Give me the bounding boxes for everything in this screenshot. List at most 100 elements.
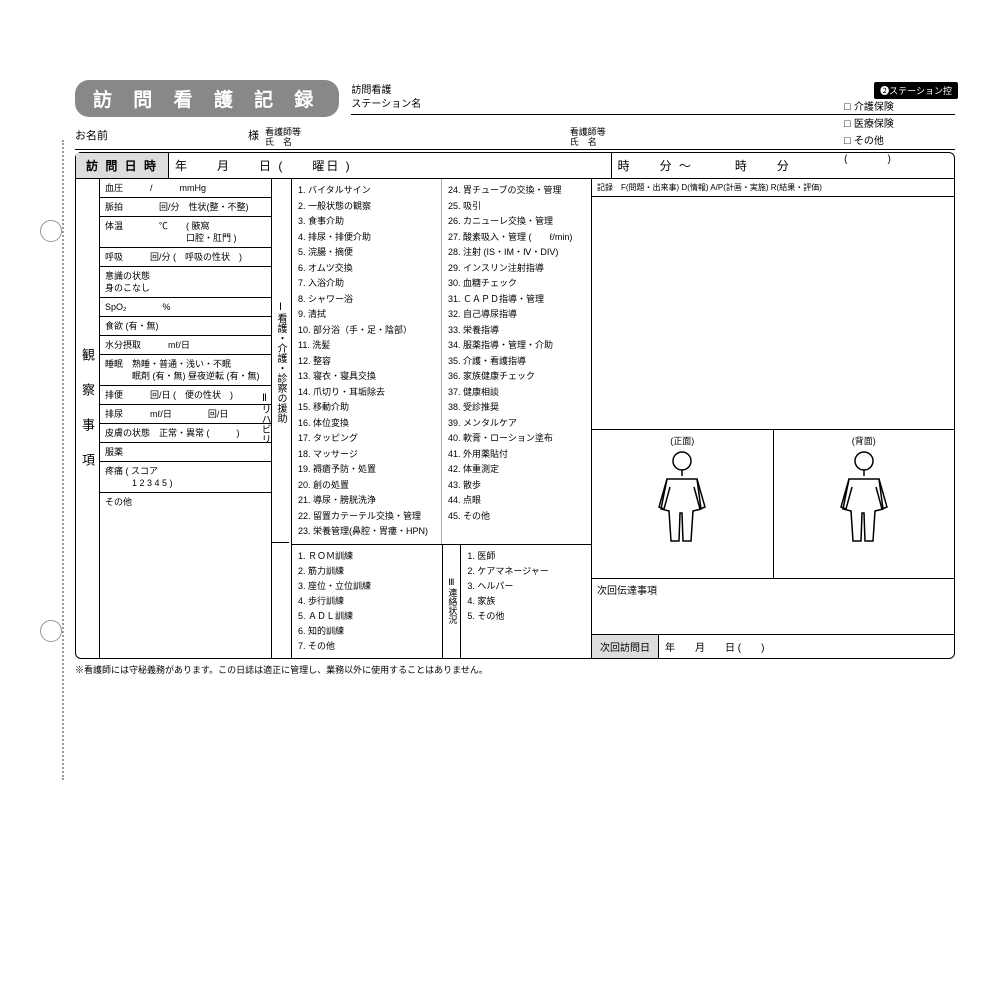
next-message[interactable]: 次回伝達事項 — [592, 579, 954, 635]
list-item[interactable]: 2. ケアマネージャー — [467, 564, 585, 579]
list-item[interactable]: 17. タッピング — [298, 431, 435, 447]
list-item[interactable]: 14. 爪切り・耳垢除去 — [298, 385, 435, 401]
list-item[interactable]: 27. 酸素吸入・管理 ( ℓ/min) — [448, 230, 585, 246]
list-item[interactable]: 5. ＡＤＬ訓練 — [298, 609, 436, 624]
list-item[interactable]: 6. 知的訓練 — [298, 624, 436, 639]
observation-row[interactable]: 脈拍 回/分 性状(整・不整) — [100, 198, 271, 217]
insurance-option[interactable]: 介護保険 — [844, 99, 958, 116]
list-item[interactable]: 36. 家族健康チェック — [448, 369, 585, 385]
care-column: 1. バイタルサイン2. 一般状態の観察3. 食事介助4. 排尿・排便介助5. … — [292, 179, 592, 658]
list-item[interactable]: 11. 洗髪 — [298, 338, 435, 354]
copy-badge: ❷ステーション控 — [874, 82, 958, 99]
list-item[interactable]: 13. 寝衣・寝具交換 — [298, 369, 435, 385]
observation-row[interactable]: 睡眠 熟睡・普通・浅い・不眠 眠剤 (有・無) 昼夜逆転 (有・無) — [100, 355, 271, 386]
observation-section-label: 観察事項 — [76, 179, 100, 658]
list-item[interactable]: 2. 筋力訓練 — [298, 564, 436, 579]
list-item[interactable]: 42. 体重測定 — [448, 462, 585, 478]
observation-row[interactable]: SpO₂ % — [100, 298, 271, 317]
list-item[interactable]: 26. カニューレ交換・管理 — [448, 214, 585, 230]
list-item[interactable]: 22. 留置カテーテル交換・管理 — [298, 509, 435, 525]
list-item[interactable]: 8. シャワー浴 — [298, 292, 435, 308]
list-item[interactable]: 32. 自己導尿指導 — [448, 307, 585, 323]
observation-row[interactable]: 服薬 — [100, 443, 271, 462]
list-item[interactable]: 10. 部分浴（手・足・陰部） — [298, 323, 435, 339]
body-front-caption: (正面) — [596, 434, 769, 447]
list-item[interactable]: 34. 服薬指導・管理・介助 — [448, 338, 585, 354]
list-item[interactable]: 37. 健康相談 — [448, 385, 585, 401]
list-item[interactable]: 6. オムツ交換 — [298, 261, 435, 277]
observation-row[interactable]: 食欲 (有・無) — [100, 317, 271, 336]
list-item[interactable]: 29. インスリン注射指導 — [448, 261, 585, 277]
list-item[interactable]: 3. 食事介助 — [298, 214, 435, 230]
next-visit-date[interactable]: 年 月 日 ( ) — [659, 635, 954, 658]
list-item[interactable]: 4. 歩行訓練 — [298, 594, 436, 609]
list-item[interactable]: 19. 褥瘡予防・処置 — [298, 462, 435, 478]
list-item[interactable]: 33. 栄養指導 — [448, 323, 585, 339]
list-item[interactable]: 12. 整容 — [298, 354, 435, 370]
body-back-icon — [829, 449, 899, 559]
list-item[interactable]: 23. 栄養管理(鼻腔・胃瘻・HPN) — [298, 524, 435, 540]
form-title: 訪 問 看 護 記 録 — [75, 80, 339, 117]
next-visit-row: 次回訪問日 年 月 日 ( ) — [592, 635, 954, 658]
rehab-list: 1. ＲＯＭ訓練2. 筋力訓練3. 座位・立位訓練4. 歩行訓練5. ＡＤＬ訓練… — [292, 545, 443, 658]
insurance-option[interactable]: 医療保険 — [844, 116, 958, 133]
observation-row[interactable]: 水分摂取 mℓ/日 — [100, 336, 271, 355]
list-item[interactable]: 38. 受診推奨 — [448, 400, 585, 416]
insurance-other-paren: ( ) — [844, 154, 891, 165]
list-item[interactable]: 3. 座位・立位訓練 — [298, 579, 436, 594]
list-item[interactable]: 20. 創の処置 — [298, 478, 435, 494]
observation-row[interactable]: 呼吸 回/分 ( 呼吸の性状 ) — [100, 248, 271, 267]
list-item[interactable]: 45. その他 — [448, 509, 585, 525]
honorific: 様 — [248, 127, 259, 147]
insurance-option[interactable]: その他 — [844, 133, 958, 150]
observation-row[interactable]: 意識の状態 身のこなし — [100, 267, 271, 298]
list-item[interactable]: 1. バイタルサイン — [298, 183, 435, 199]
list-item[interactable]: 40. 軟膏・ローション塗布 — [448, 431, 585, 447]
list-item[interactable]: 1. 医師 — [467, 549, 585, 564]
list-item[interactable]: 35. 介護・看護指導 — [448, 354, 585, 370]
observation-row[interactable]: 排尿 mℓ/日 回/日 — [100, 405, 271, 424]
observation-row[interactable]: その他 — [100, 493, 271, 511]
list-item[interactable]: 21. 導尿・膀胱洗浄 — [298, 493, 435, 509]
list-item[interactable]: 9. 清拭 — [298, 307, 435, 323]
nurse2-label: 看護師等氏 名 — [570, 127, 606, 147]
list-item[interactable]: 15. 移動介助 — [298, 400, 435, 416]
list-item[interactable]: 41. 外用薬貼付 — [448, 447, 585, 463]
main-form: 訪 問 日 時 年 月 日 ( 曜日 ) 時 分 〜 時 分 観察事項 血圧 /… — [75, 152, 955, 659]
list-item[interactable]: 25. 吸引 — [448, 199, 585, 215]
observation-row[interactable]: 排便 回/日 ( 便の性状 ) — [100, 386, 271, 405]
list-item[interactable]: 28. 注射 (IS・IM・Ⅳ・DIV) — [448, 245, 585, 261]
list-item[interactable]: 44. 点眼 — [448, 493, 585, 509]
list-item[interactable]: 30. 血糖チェック — [448, 276, 585, 292]
station-line2: ステーション名 — [351, 99, 421, 110]
visit-datetime-row: 訪 問 日 時 年 月 日 ( 曜日 ) 時 分 〜 時 分 — [76, 153, 954, 179]
observation-row[interactable]: 体温 ℃ ( 腋窩 口腔・肛門 ) — [100, 217, 271, 248]
list-item[interactable]: 43. 散歩 — [448, 478, 585, 494]
list-item[interactable]: 5. その他 — [467, 609, 585, 624]
record-body[interactable] — [592, 197, 954, 429]
body-figure-front: (正面) — [592, 430, 774, 578]
visit-date[interactable]: 年 月 日 ( 曜日 ) — [169, 153, 612, 178]
list-item[interactable]: 5. 浣腸・摘便 — [298, 245, 435, 261]
list-item[interactable]: 16. 体位変換 — [298, 416, 435, 432]
list-item[interactable]: 2. 一般状態の観察 — [298, 199, 435, 215]
observation-row[interactable]: 皮膚の状態 正常・異常 ( ) — [100, 424, 271, 443]
list-item[interactable]: 3. ヘルパー — [467, 579, 585, 594]
observation-row[interactable]: 疼痛 ( スコア 1 2 3 4 5 ) — [100, 462, 271, 493]
list-item[interactable]: 4. 家族 — [467, 594, 585, 609]
list-item[interactable]: 18. マッサージ — [298, 447, 435, 463]
top-right-options: ❷ステーション控 介護保険 医療保険 その他 ( ) — [844, 82, 958, 165]
observation-row[interactable]: 血圧 / mmHg — [100, 179, 271, 198]
list-item[interactable]: 24. 胃チューブの交換・管理 — [448, 183, 585, 199]
footnote: ※看護師には守秘義務があります。この日誌は適正に管理し、業務以外に使用することは… — [75, 663, 955, 676]
list-item[interactable]: 39. メンタルケア — [448, 416, 585, 432]
list-item[interactable]: 1. ＲＯＭ訓練 — [298, 549, 436, 564]
care-list-b: 24. 胃チューブの交換・管理25. 吸引26. カニューレ交換・管理27. 酸… — [442, 179, 591, 544]
care-label-2: Ⅱリハビリ — [259, 393, 270, 444]
punch-hole — [40, 220, 62, 242]
list-item[interactable]: 7. その他 — [298, 639, 436, 654]
list-item[interactable]: 31. ＣＡＰＤ指導・管理 — [448, 292, 585, 308]
record-header: 記録 F(問題・出来事) D(情報) A/P(計画・実施) R(結果・評価) — [592, 179, 954, 197]
list-item[interactable]: 4. 排尿・排便介助 — [298, 230, 435, 246]
list-item[interactable]: 7. 入浴介助 — [298, 276, 435, 292]
